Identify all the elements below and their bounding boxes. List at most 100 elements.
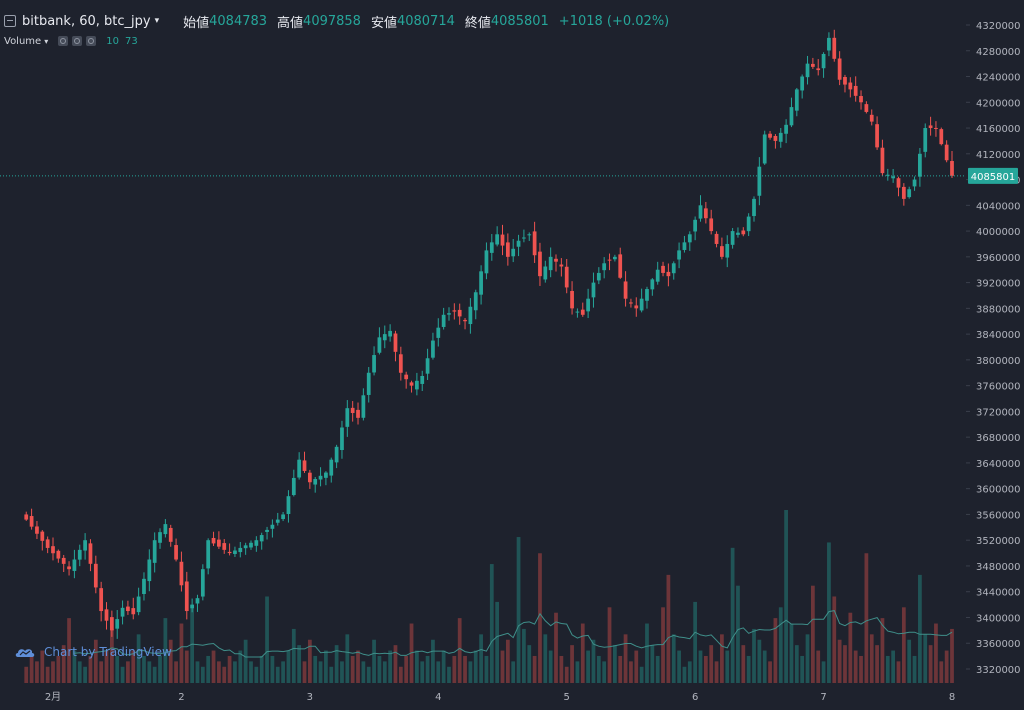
settings-icon[interactable] — [72, 36, 83, 46]
volume-bar — [891, 650, 896, 683]
volume-bar — [677, 650, 681, 683]
cloud-icon — [15, 649, 35, 657]
volume-bar — [698, 650, 703, 683]
candle-body — [479, 271, 483, 295]
candle — [880, 139, 885, 177]
candle-body — [72, 559, 77, 571]
price-tick-label: 4200000 — [976, 98, 1021, 109]
price-tick-label: 3720000 — [976, 407, 1021, 418]
candle-body — [179, 561, 184, 586]
price-tick-label: 4040000 — [976, 201, 1021, 212]
candle — [254, 536, 259, 552]
candle-body — [918, 153, 922, 177]
chevron-down-icon[interactable]: ▾ — [154, 16, 160, 26]
volume-bar — [318, 661, 323, 683]
candle-body — [843, 76, 847, 85]
time-tick-label: 5 — [564, 692, 570, 703]
volume-bar — [629, 661, 633, 683]
candle — [468, 298, 473, 334]
candle-body — [463, 319, 467, 322]
candle — [334, 444, 339, 469]
volume-bar — [350, 655, 355, 683]
tradingview-branding[interactable]: Chart by TradingView — [14, 645, 172, 659]
candle-body — [607, 259, 612, 261]
candle — [950, 150, 954, 178]
candle — [152, 532, 157, 573]
volume-bar — [880, 618, 885, 683]
volume-bar — [762, 650, 767, 683]
candle — [393, 330, 398, 362]
candle — [677, 242, 681, 269]
candle — [126, 600, 130, 615]
volume-bar — [511, 661, 516, 683]
candle-body — [618, 254, 623, 278]
candle — [661, 261, 665, 277]
volume-bar — [918, 574, 922, 683]
candle — [666, 263, 671, 287]
collapse-icon[interactable] — [4, 15, 16, 27]
candle — [77, 544, 82, 567]
candle — [259, 532, 264, 550]
price-tick-label: 3440000 — [976, 588, 1021, 599]
candle-body — [634, 305, 639, 309]
last-price-tag — [968, 167, 1018, 184]
candle — [832, 29, 837, 62]
candle — [409, 380, 414, 393]
candle — [522, 229, 526, 243]
candle — [827, 32, 831, 57]
volume-bar — [543, 634, 548, 683]
eye-icon[interactable] — [58, 36, 69, 46]
candle — [275, 512, 280, 526]
candle — [859, 90, 863, 110]
candle-body — [372, 355, 376, 373]
candle — [752, 196, 756, 222]
volume-bar — [703, 655, 708, 683]
candle — [618, 247, 623, 280]
chevron-down-icon[interactable]: ▾ — [44, 36, 49, 46]
time-tick-label: 6 — [692, 692, 698, 703]
candle — [142, 572, 146, 601]
candle-body — [939, 129, 944, 145]
candle — [350, 401, 355, 422]
candle-body — [923, 128, 928, 152]
volume-bar — [425, 655, 430, 683]
volume-bar — [420, 661, 425, 683]
volume-bar — [190, 607, 195, 683]
volume-bar — [687, 661, 692, 683]
candle — [500, 224, 505, 256]
volume-bar — [671, 634, 676, 683]
volume-label[interactable]: Volume — [4, 35, 42, 47]
candle-body — [40, 531, 45, 541]
volume-bar — [843, 645, 847, 683]
candle — [805, 55, 810, 85]
volume-bar — [757, 639, 762, 683]
candle-body — [714, 233, 719, 244]
candle-body — [944, 144, 949, 161]
volume-bar — [184, 650, 189, 683]
candle — [227, 543, 232, 556]
candle-body — [302, 460, 307, 471]
candle-body — [249, 542, 253, 548]
candle-body — [275, 519, 280, 523]
candle — [586, 288, 590, 319]
volume-bar — [709, 645, 714, 683]
candle-body — [661, 265, 665, 273]
candle-body — [115, 619, 120, 629]
volume-bar — [554, 612, 558, 683]
candle — [313, 476, 318, 493]
candle-body — [752, 198, 756, 217]
candle-body — [832, 37, 837, 59]
candle-body — [596, 272, 601, 281]
candle — [35, 521, 39, 540]
open-label: 始値 — [183, 15, 210, 31]
price-tick-label: 3400000 — [976, 613, 1021, 624]
volume-bar — [99, 661, 104, 683]
symbol-title[interactable]: bitbank, 60, btc_jpy — [22, 13, 151, 29]
close-icon[interactable] — [86, 36, 97, 46]
volume-legend: Volume ▾ 10 73 — [4, 34, 138, 48]
candle — [147, 549, 152, 592]
candle-body — [484, 250, 489, 274]
volume-bar — [746, 655, 751, 683]
